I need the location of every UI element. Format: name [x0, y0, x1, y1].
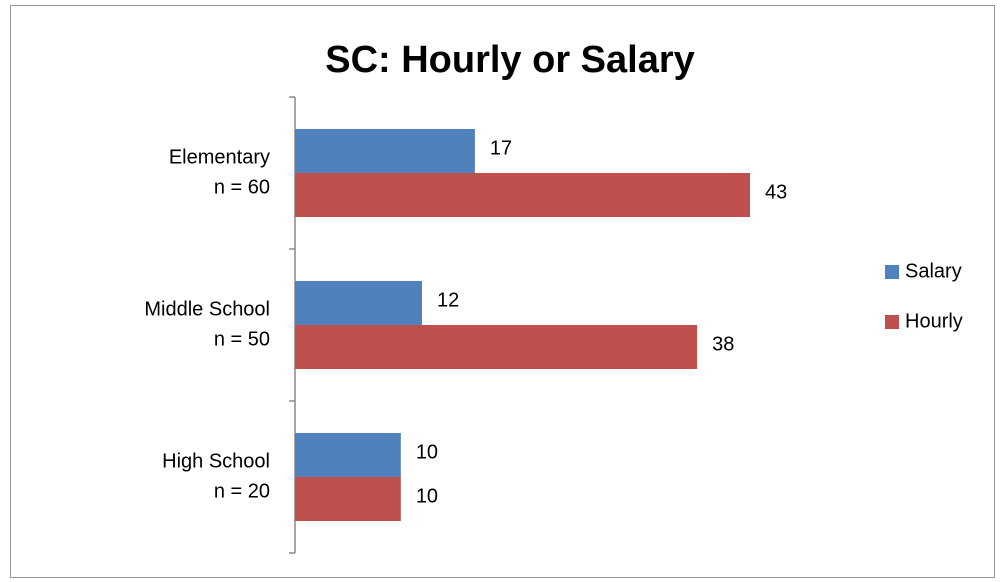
legend-swatch: [885, 265, 899, 279]
y-tick-label: n = 20: [214, 480, 270, 502]
bar: [295, 433, 401, 477]
y-tick-label: n = 50: [214, 328, 270, 350]
data-label: 38: [712, 333, 734, 355]
y-tick-label: Middle School: [144, 298, 270, 320]
data-label: 12: [437, 289, 459, 311]
data-label: 43: [765, 181, 787, 203]
y-tick-label: Elementary: [169, 146, 270, 168]
y-tick-label: n = 60: [214, 176, 270, 198]
legend-label: Salary: [905, 260, 962, 282]
data-label: 10: [416, 485, 438, 507]
bar: [295, 281, 422, 325]
data-label: 10: [416, 441, 438, 463]
bar: [295, 173, 750, 217]
bar: [295, 129, 475, 173]
bar: [295, 325, 698, 369]
bar: [295, 477, 401, 521]
chart-border: [10, 5, 995, 578]
legend-label: Hourly: [905, 310, 963, 332]
data-label: 17: [490, 137, 512, 159]
chart-title: SC: Hourly or Salary: [325, 39, 695, 81]
legend-swatch: [885, 315, 899, 329]
y-tick-label: High School: [162, 450, 270, 472]
